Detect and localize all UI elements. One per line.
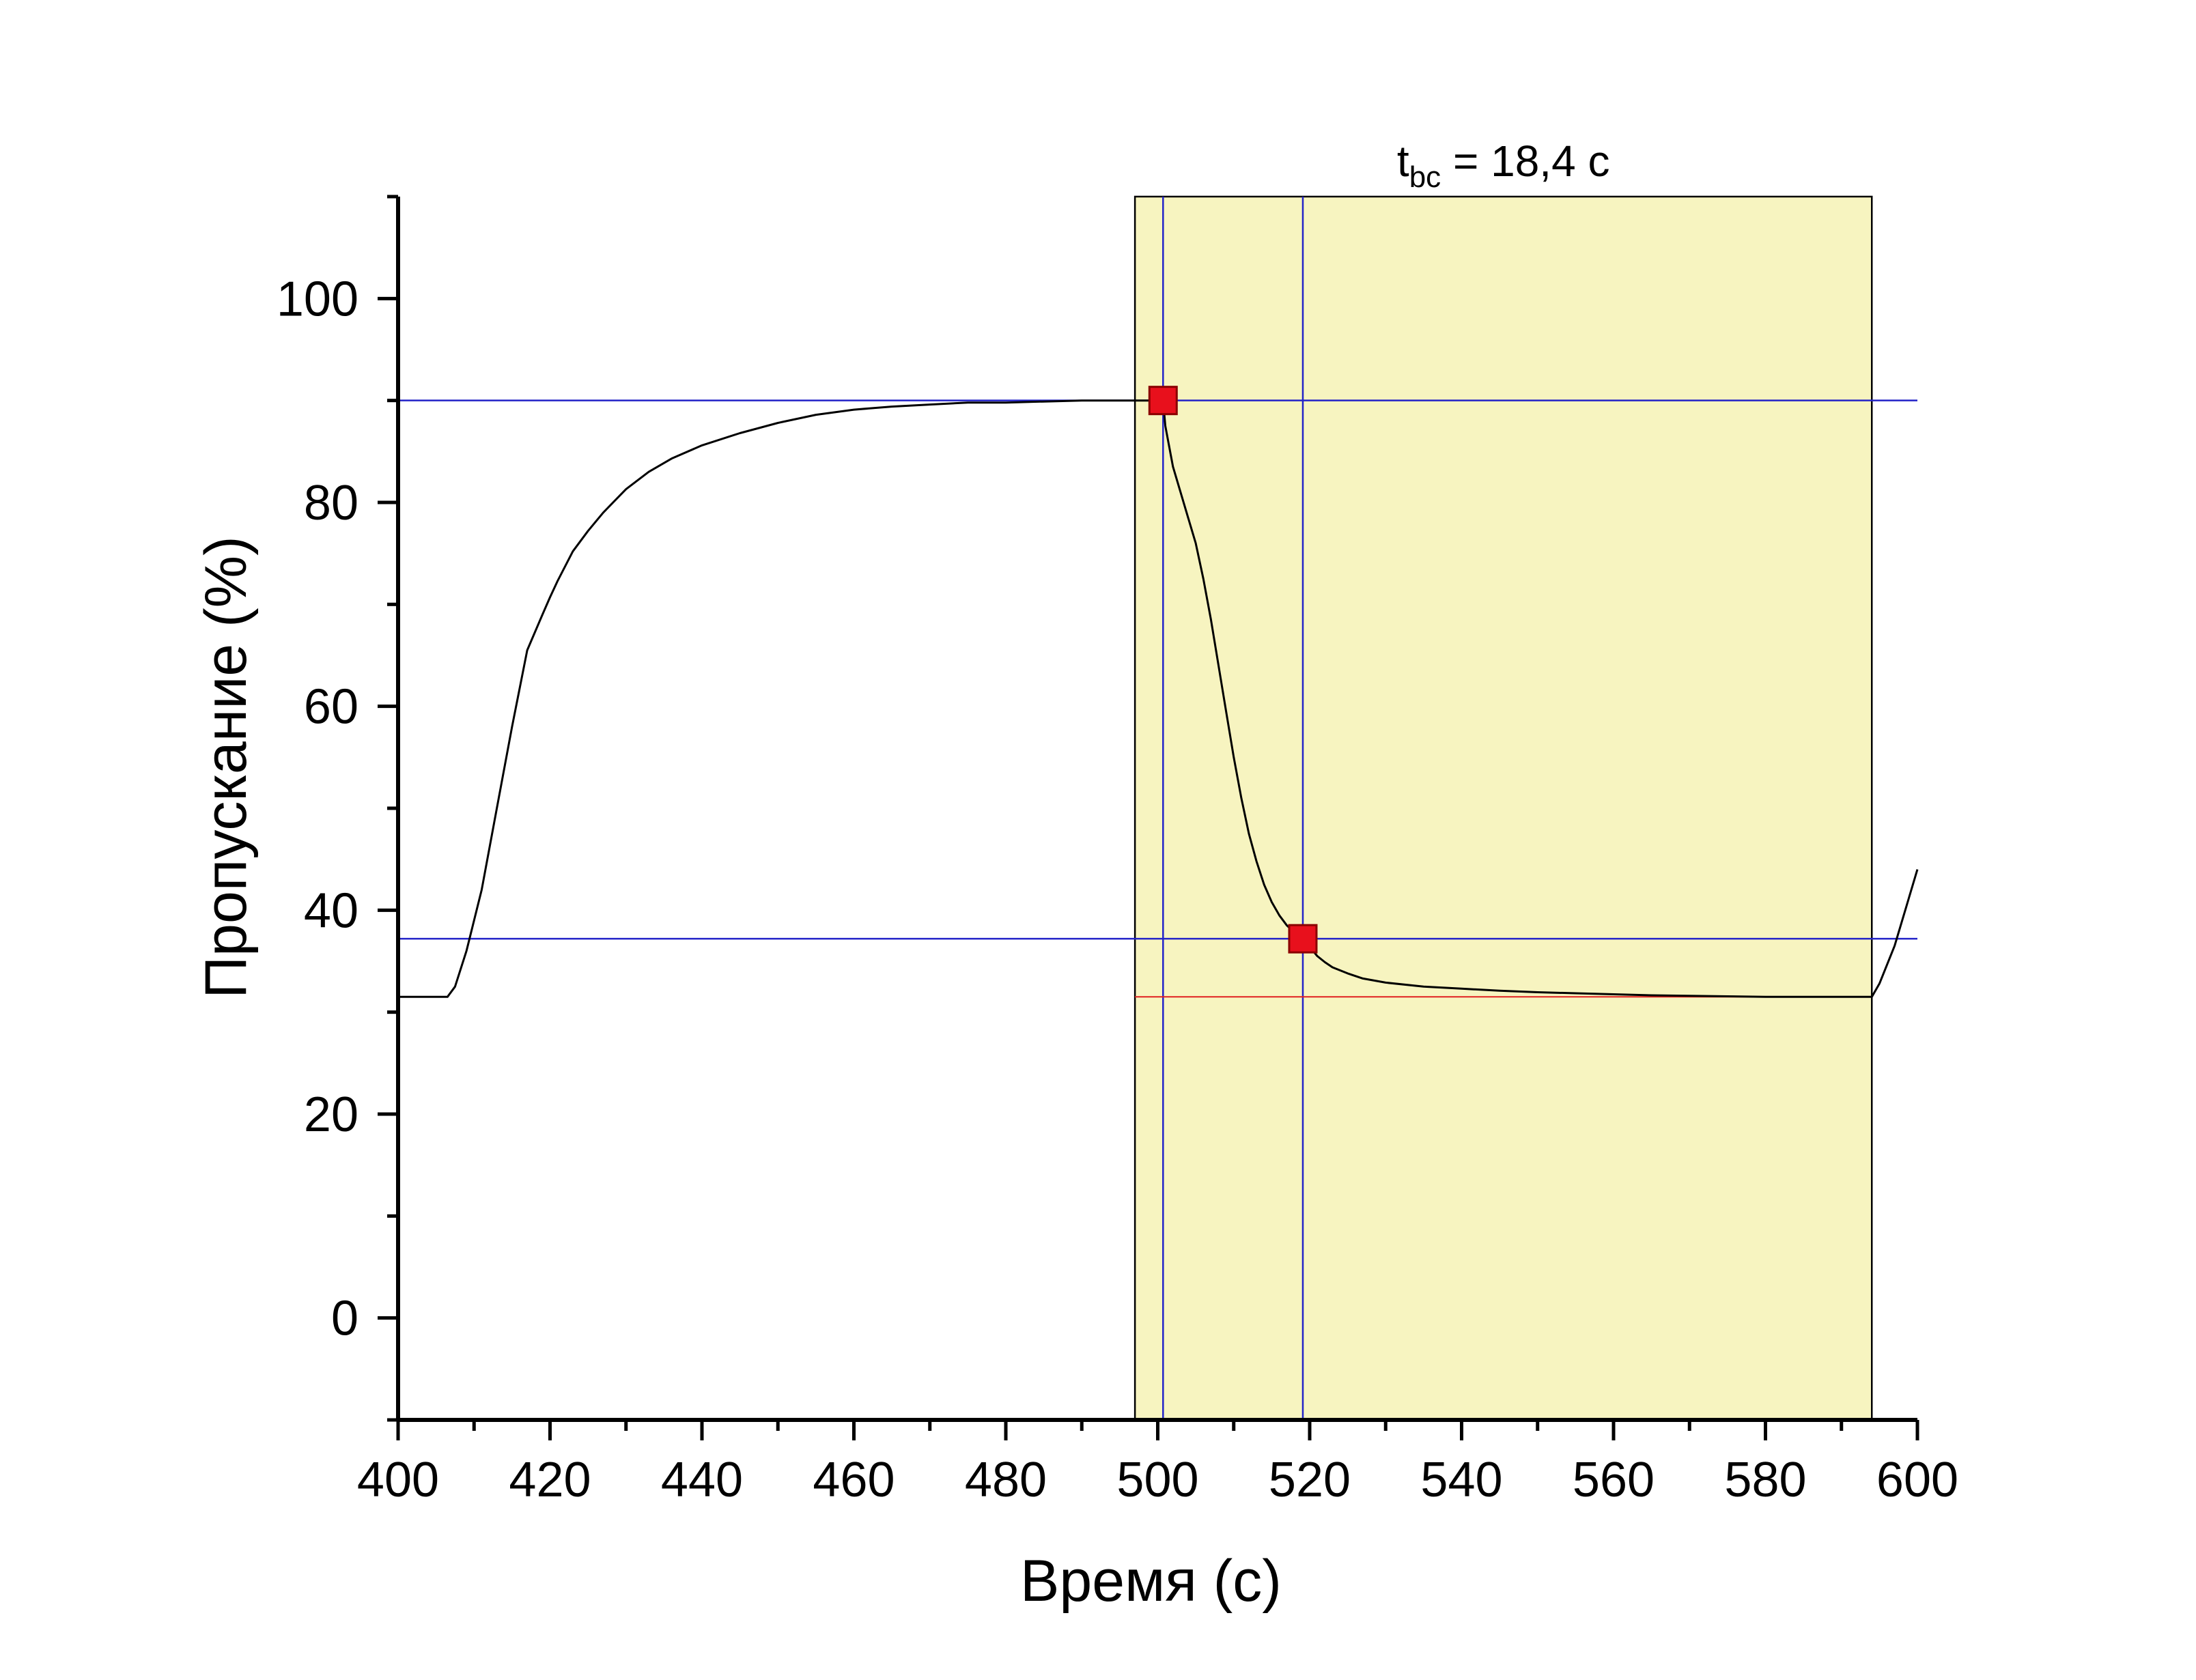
x-tick-label: 540 bbox=[1420, 1453, 1502, 1507]
annotation-subscript: bc bbox=[1409, 160, 1441, 194]
data-marker-2 bbox=[1288, 924, 1318, 954]
y-tick-label: 100 bbox=[277, 272, 358, 326]
y-tick-label: 80 bbox=[304, 476, 358, 530]
x-tick-label: 440 bbox=[661, 1453, 743, 1507]
x-tick-label: 400 bbox=[357, 1453, 439, 1507]
annotation-label: tbc = 18,4 с bbox=[1397, 137, 1610, 194]
axes-layer bbox=[378, 195, 1919, 1440]
highlight-region-layer bbox=[1134, 195, 1873, 1421]
annotation-main: t bbox=[1397, 137, 1409, 186]
x-tick-label: 580 bbox=[1724, 1453, 1806, 1507]
x-tick-label: 560 bbox=[1573, 1453, 1655, 1507]
y-tick-label: 0 bbox=[331, 1292, 358, 1346]
data-marker-1 bbox=[1148, 386, 1178, 416]
x-tick-label: 600 bbox=[1876, 1453, 1958, 1507]
y-tick-label: 60 bbox=[304, 680, 358, 735]
series-line-1 bbox=[398, 399, 1919, 998]
labels-layer: 400 420 440 460 480 500 520 540 560 580 600 0 20 40 60… bbox=[193, 137, 1958, 1614]
annotation-rest: = 18,4 с bbox=[1441, 137, 1609, 186]
x-tick-label: 420 bbox=[509, 1453, 591, 1507]
x-tick-label: 480 bbox=[965, 1453, 1047, 1507]
x-tick-label: 500 bbox=[1116, 1453, 1198, 1507]
series-layer bbox=[398, 399, 1919, 998]
x-tick-label: 460 bbox=[813, 1453, 895, 1507]
y-axis-title: Пропускание (%) bbox=[193, 536, 259, 998]
x-axis-title: Время (с) bbox=[1020, 1548, 1282, 1614]
highlight-region bbox=[1134, 195, 1873, 1421]
y-tick-label: 40 bbox=[304, 883, 358, 938]
x-tick-label: 520 bbox=[1269, 1453, 1351, 1507]
markers-layer bbox=[1148, 386, 1318, 954]
y-tick-label: 20 bbox=[304, 1087, 358, 1142]
